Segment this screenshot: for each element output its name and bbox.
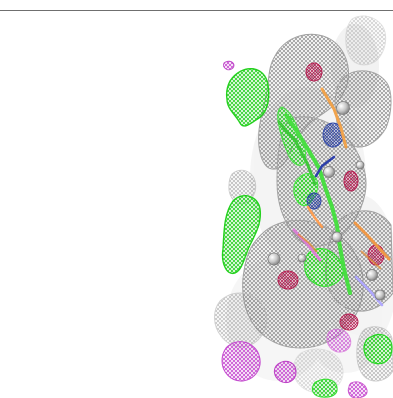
blue-density-mesh [306, 122, 344, 210]
green-density-mesh [221, 67, 393, 398]
crimson-density-mesh [277, 62, 385, 331]
magenta-density-mesh [221, 60, 368, 398]
orange-highlight-bonds [297, 233, 382, 270]
molecular-viewer[interactable] [0, 11, 393, 398]
density-map-view[interactable] [0, 11, 393, 398]
molecule-bonds [277, 87, 391, 307]
molecule-atoms [267, 101, 386, 301]
top-divider [0, 10, 393, 11]
